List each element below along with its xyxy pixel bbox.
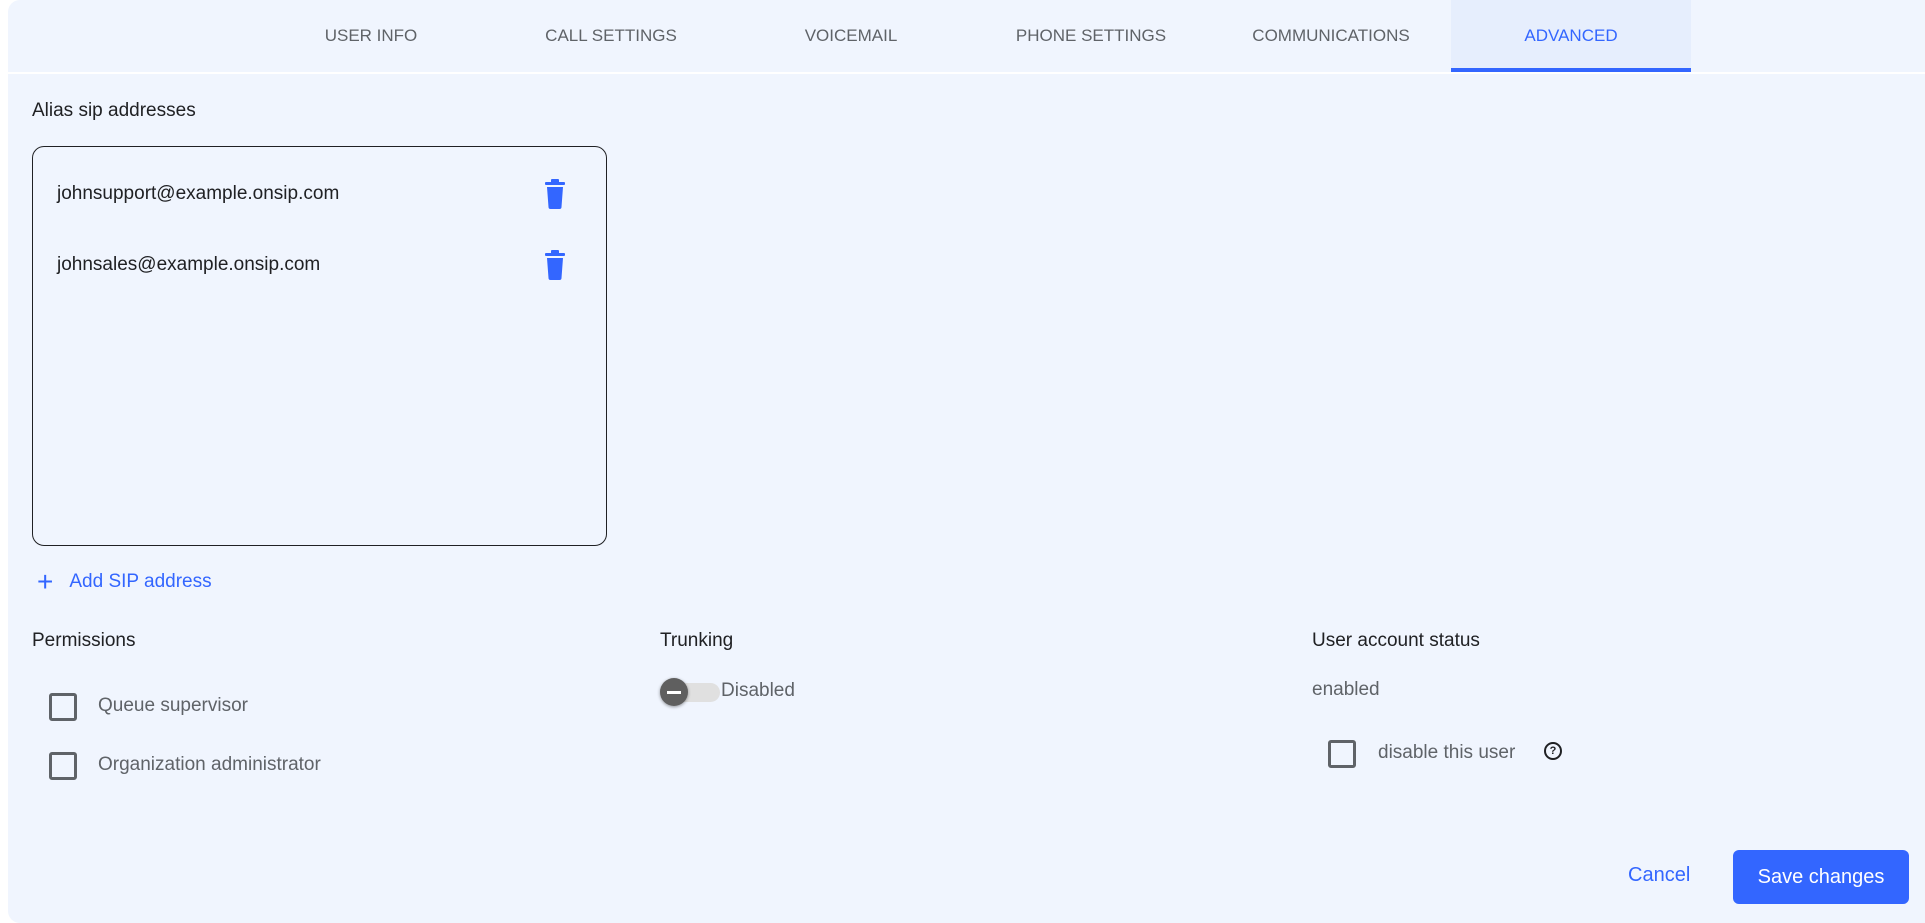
alias-list: johnsupport@example.onsip.com johnsales@… [32,146,607,546]
queue-supervisor-label: Queue supervisor [98,695,248,716]
tab-communications[interactable]: COMMUNICATIONS [1252,26,1410,45]
organization-administrator-checkbox[interactable] [49,752,77,780]
queue-supervisor-checkbox[interactable] [49,693,77,721]
tab-voicemail[interactable]: VOICEMAIL [804,26,898,45]
minus-icon [660,678,688,706]
account-status-title: User account status [1312,630,1480,651]
trash-icon[interactable] [543,250,567,280]
tab-bar: USER INFO CALL SETTINGS VOICEMAIL PHONE … [8,0,1925,74]
organization-administrator-label: Organization administrator [98,754,321,775]
trash-icon[interactable] [543,179,567,209]
cancel-button[interactable]: Cancel [1628,864,1691,886]
user-settings-card: USER INFO CALL SETTINGS VOICEMAIL PHONE … [8,0,1925,923]
trunking-state-label: Disabled [721,680,795,701]
permissions-title: Permissions [32,630,136,651]
alias-section-title: Alias sip addresses [32,100,196,121]
trunking-title: Trunking [660,630,734,651]
disable-user-checkbox[interactable] [1328,740,1356,768]
tab-call-settings[interactable]: CALL SETTINGS [545,26,677,45]
alias-item: johnsales@example.onsip.com [57,254,321,275]
add-sip-address-button[interactable]: + Add SIP address [37,568,212,596]
disable-user-label: disable this user [1378,742,1516,763]
save-changes-button[interactable]: Save changes [1733,850,1909,904]
plus-icon: + [37,566,54,597]
account-status-value: enabled [1312,679,1380,700]
add-sip-address-label: Add SIP address [69,571,212,592]
tab-user-info[interactable]: USER INFO [324,26,418,45]
trunking-toggle[interactable] [660,678,723,706]
help-circle-icon[interactable]: ? [1544,742,1562,760]
tab-advanced[interactable]: ADVANCED [1451,0,1691,72]
tab-phone-settings[interactable]: PHONE SETTINGS [1015,26,1167,45]
alias-item: johnsupport@example.onsip.com [57,183,340,204]
